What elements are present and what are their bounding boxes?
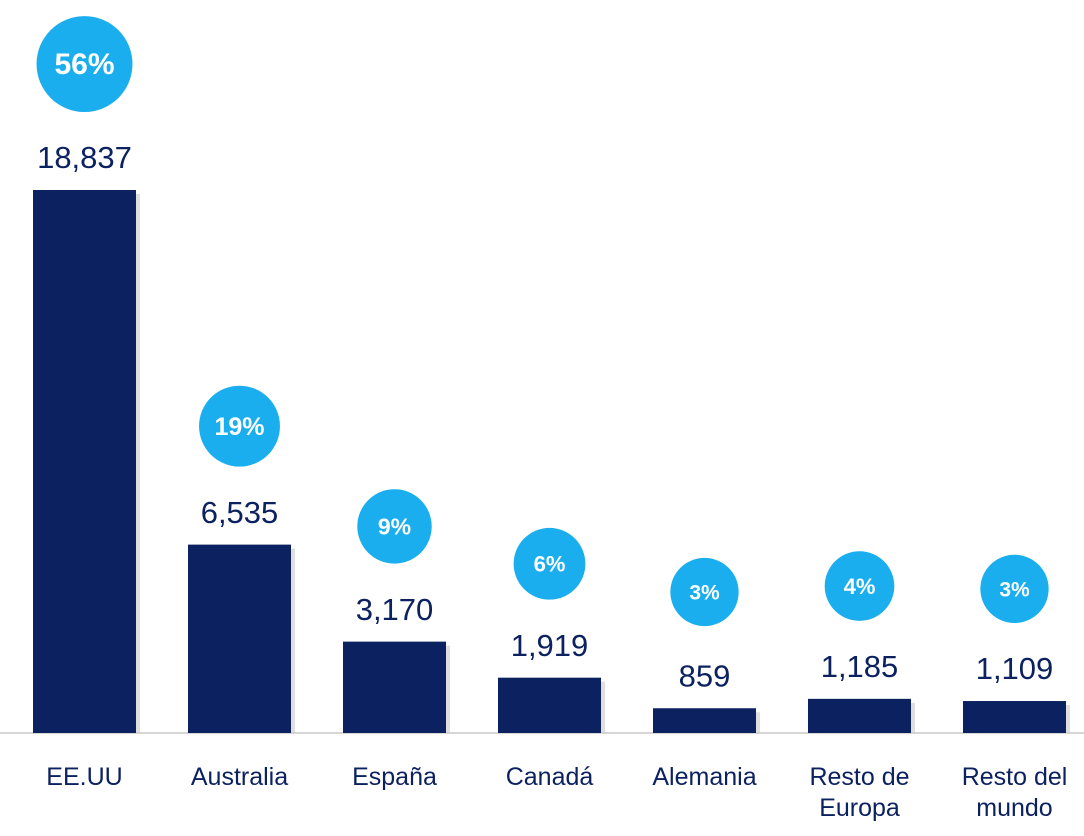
category-label: Resto del mundo: [961, 763, 1068, 822]
value-label: 18,837: [37, 140, 132, 175]
bar: [33, 190, 136, 733]
value-label: 1,185: [821, 649, 899, 684]
category-label: España: [352, 763, 437, 791]
value-label: 3,170: [356, 592, 434, 627]
percent-bubble: [824, 551, 895, 621]
percent-bubble: [36, 16, 133, 112]
bar: [808, 698, 911, 733]
percent-label: 3%: [689, 582, 720, 605]
percent-label: 6%: [534, 552, 566, 577]
value-label: 1,109: [976, 651, 1054, 686]
percent-bubble: [199, 385, 280, 467]
percent-bubble: [980, 554, 1049, 624]
bar: [188, 544, 291, 733]
percent-bubble: [513, 527, 586, 600]
category-label: Resto de Europa: [809, 763, 910, 822]
category-label: EE.UU: [46, 763, 123, 791]
category-label: Alemania: [652, 763, 757, 791]
category-label: Canadá: [505, 763, 594, 791]
bar: [653, 708, 756, 733]
percent-bubble: [357, 489, 432, 564]
percent-bubble: [670, 557, 739, 627]
category-label: Australia: [190, 763, 289, 791]
value-label: 1,919: [511, 628, 589, 663]
value-label: 6,535: [201, 495, 279, 530]
percent-label: 19%: [214, 413, 264, 441]
percent-label: 4%: [844, 574, 876, 599]
bar: [498, 677, 601, 733]
value-label: 859: [679, 658, 731, 693]
percent-label: 3%: [999, 578, 1030, 601]
percent-label: 9%: [378, 513, 411, 539]
bar: [343, 641, 446, 733]
percent-label: 56%: [54, 48, 114, 81]
bar: [963, 701, 1066, 733]
